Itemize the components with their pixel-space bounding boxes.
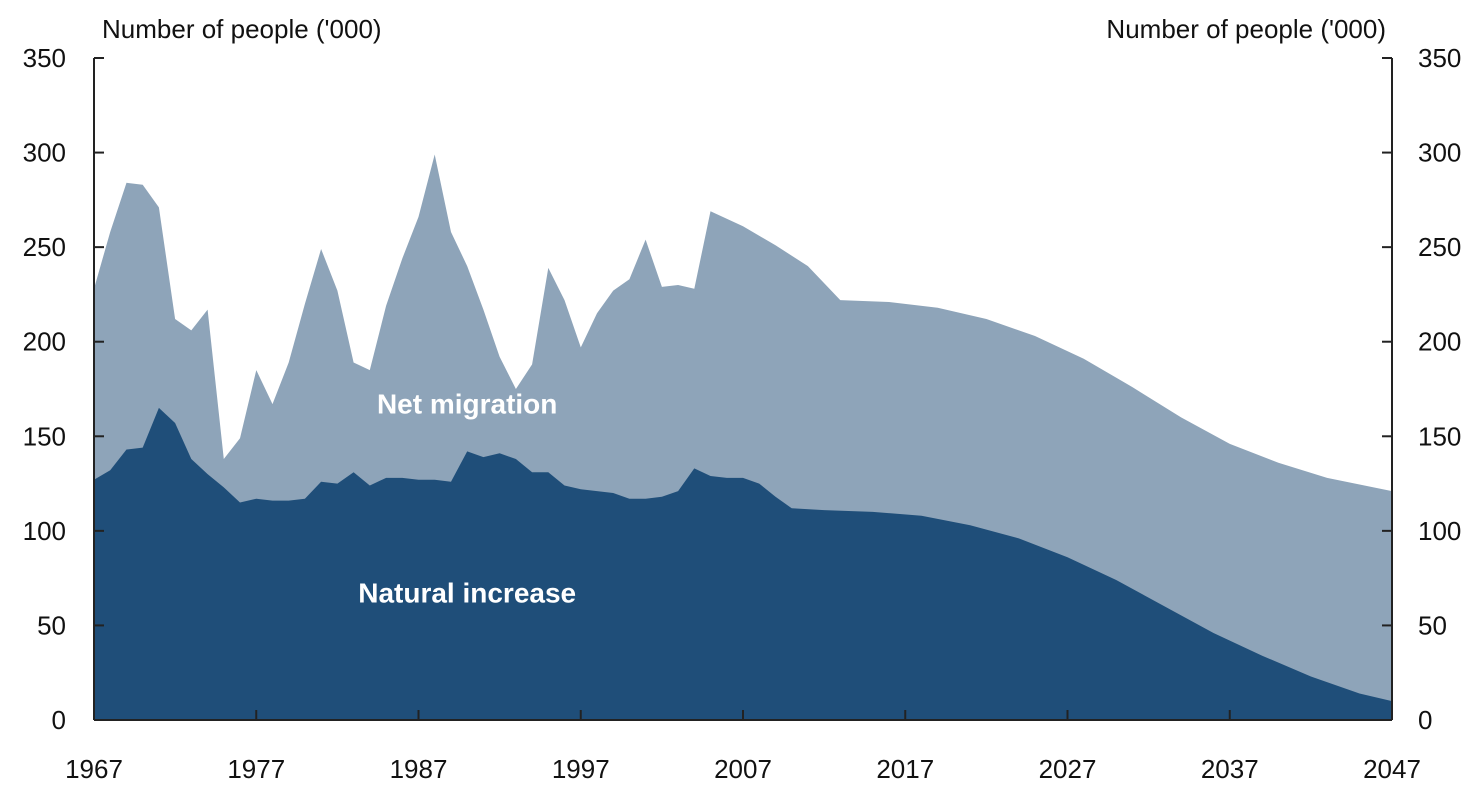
left-axis-title: Number of people ('000) xyxy=(102,14,382,44)
annotations: Net migration Natural increase xyxy=(358,389,576,609)
x-tick-label: 1987 xyxy=(390,754,448,784)
x-tick-label: 1967 xyxy=(65,754,123,784)
series-areas xyxy=(94,154,1392,720)
left-y-tick-label: 200 xyxy=(23,327,66,357)
axis-labels: 0 0 50 50 100 100 150 150 200 200 250 250 300 300 350 3… xyxy=(23,43,1462,784)
right-y-tick-label: 50 xyxy=(1418,610,1447,640)
right-y-tick-label: 0 xyxy=(1418,705,1432,735)
left-y-tick-label: 250 xyxy=(23,232,66,262)
right-y-tick-label: 200 xyxy=(1418,327,1461,357)
x-tick-label: 2007 xyxy=(714,754,772,784)
left-y-tick-label: 50 xyxy=(37,610,66,640)
axes xyxy=(93,57,1393,721)
x-tick-label: 2027 xyxy=(1039,754,1097,784)
x-tick-label: 2017 xyxy=(876,754,934,784)
left-y-tick-label: 150 xyxy=(23,421,66,451)
left-y-tick-label: 0 xyxy=(52,705,66,735)
series-area-natural-increase xyxy=(94,407,1392,720)
right-y-tick-label: 150 xyxy=(1418,421,1461,451)
right-axis-title: Number of people ('000) xyxy=(1106,14,1386,44)
x-tick-label: 2037 xyxy=(1201,754,1259,784)
left-y-tick-label: 100 xyxy=(23,516,66,546)
left-y-tick-label: 300 xyxy=(23,138,66,168)
x-tick-label: 2047 xyxy=(1363,754,1421,784)
x-tick-label: 1977 xyxy=(227,754,285,784)
right-y-tick-label: 100 xyxy=(1418,516,1461,546)
series-annotation: Net migration xyxy=(377,389,557,420)
x-tick-label: 1997 xyxy=(552,754,610,784)
right-y-tick-label: 350 xyxy=(1418,43,1461,73)
right-y-tick-label: 250 xyxy=(1418,232,1461,262)
right-y-tick-label: 300 xyxy=(1418,138,1461,168)
series-annotation: Natural increase xyxy=(358,578,576,609)
left-y-tick-label: 350 xyxy=(23,43,66,73)
